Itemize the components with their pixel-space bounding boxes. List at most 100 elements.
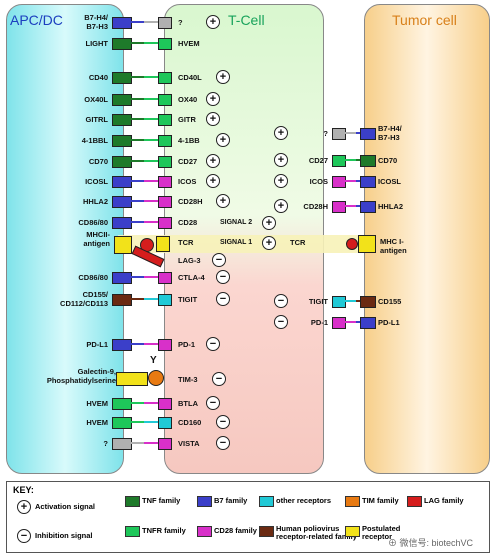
tim3-label: TIM-3 — [178, 375, 198, 384]
apc-ligand-mark — [112, 339, 132, 351]
apc-ligand-mark — [112, 17, 132, 29]
t-receptor-mark — [158, 156, 172, 168]
key-label: other receptors — [276, 496, 332, 505]
key-title: KEY: — [13, 485, 34, 495]
t-receptor-label: TIGIT — [308, 297, 328, 306]
t-receptor-label: CD28H — [178, 197, 203, 206]
t-receptor-label: CD28 — [178, 218, 198, 227]
key-label: LAG family — [424, 496, 464, 505]
apc-ligand-mark — [112, 417, 132, 429]
t-receptor-mark — [158, 398, 172, 410]
key-swatch — [125, 526, 140, 537]
t-receptor-stem — [144, 76, 158, 78]
apc-ligand-label: CD70 — [88, 157, 108, 166]
t-receptor-label: CD27 — [308, 156, 328, 165]
apc-ligand-stem — [130, 221, 144, 223]
key-swatch — [125, 496, 140, 507]
apc-ligand-label: LIGHT — [85, 39, 109, 48]
signal2-label: SIGNAL 2 — [220, 219, 253, 226]
key-label: Postulated receptor — [362, 524, 401, 541]
apc-ligand-mark — [112, 72, 132, 84]
t-receptor-label: 4-1BB — [178, 136, 200, 145]
apc-ligand-mark — [112, 176, 132, 188]
t-receptor-stem — [344, 132, 356, 134]
apc-ligand-label: OX40L — [84, 95, 108, 104]
mhcii-mark — [114, 236, 132, 254]
tcr-left-mark — [156, 236, 170, 252]
apc-ligand-stem — [130, 118, 144, 120]
apc-ligand-stem — [130, 276, 144, 278]
t-receptor-stem — [144, 180, 158, 182]
key-label: TIM family — [362, 496, 399, 505]
apc-title: APC/DC — [10, 12, 63, 28]
apc-ligand-label: B7-H4/ B7-H3 — [84, 13, 108, 31]
key-swatch — [345, 496, 360, 507]
apc-ligand-label: CD155/ CD112/CD113 — [60, 290, 108, 308]
t-receptor-label: GITR — [178, 115, 196, 124]
t-receptor-stem — [144, 276, 158, 278]
tumor-ligand-label: PD-L1 — [378, 318, 400, 327]
tumor-ligand-label: HHLA2 — [378, 202, 404, 211]
mhci-mark — [358, 235, 376, 253]
t-receptor-label: BTLA — [178, 399, 198, 408]
apc-ligand-label: HHLA2 — [82, 197, 108, 206]
t-receptor-label: VISTA — [178, 439, 200, 448]
apc-dc-panel — [6, 4, 124, 474]
apc-ligand-stem — [130, 402, 144, 404]
t-receptor-label: ? — [323, 129, 328, 138]
t-receptor-stem — [344, 159, 356, 161]
inhibition-sign: − — [216, 270, 230, 284]
t-receptor-stem — [144, 42, 158, 44]
activation-sign: + — [274, 153, 288, 167]
activation-sign: + — [216, 70, 230, 84]
apc-ligand-mark — [112, 196, 132, 208]
tumor-ligand-mark — [360, 128, 376, 140]
t-receptor-mark — [158, 72, 172, 84]
apc-ligand-label: 4-1BBL — [81, 136, 108, 145]
tcr-left-label: TCR — [178, 238, 194, 247]
apc-ligand-stem — [130, 343, 144, 345]
activation-sign: + — [206, 15, 220, 29]
apc-ligand-mark — [112, 438, 132, 450]
tcell-title: T-Cell — [228, 12, 265, 28]
activation-sign: + — [216, 133, 230, 147]
inhibition-sign: − — [206, 396, 220, 410]
apc-ligand-mark — [112, 38, 132, 50]
t-receptor-stem — [144, 343, 158, 345]
tumor-ligand-mark — [360, 317, 376, 329]
t-receptor-mark — [158, 196, 172, 208]
t-receptor-stem — [144, 402, 158, 404]
apc-ligand-label: GITRL — [85, 115, 109, 124]
lag3-label: LAG-3 — [178, 256, 201, 265]
t-receptor-stem — [344, 205, 356, 207]
tim3-mark — [148, 370, 164, 386]
signal1-band — [118, 235, 368, 253]
tumor-ligand-mark — [360, 155, 376, 167]
t-receptor-label: CD160 — [178, 418, 202, 427]
t-receptor-stem — [144, 139, 158, 141]
apc-ligand-label: CD86/80 — [78, 273, 108, 282]
tcr-right-label: TCR — [290, 238, 306, 247]
inhibition-sign: − — [212, 372, 226, 386]
t-receptor-stem — [144, 298, 158, 300]
apc-ligand-label: PD-L1 — [86, 340, 108, 349]
apc-ligand-stem — [130, 442, 144, 444]
t-receptor-mark — [158, 38, 172, 50]
t-receptor-stem — [144, 421, 158, 423]
t-receptor-label: ICOS — [178, 177, 197, 186]
key-swatch — [197, 526, 212, 537]
t-receptor-mark — [158, 294, 172, 306]
signal1-label: SIGNAL 1 — [220, 239, 253, 246]
inhibition-sign: − — [274, 294, 288, 308]
t-receptor-stem — [144, 200, 158, 202]
t-receptor-mark — [332, 201, 346, 213]
t-receptor-stem — [144, 98, 158, 100]
apc-ligand-mark — [112, 272, 132, 284]
key-swatch — [197, 496, 212, 507]
activation-sign: + — [216, 194, 230, 208]
apc-ligand-stem — [130, 139, 144, 141]
apc-ligand-mark — [112, 135, 132, 147]
activation-sign: + — [206, 174, 220, 188]
inhibition-sign: − — [274, 315, 288, 329]
apc-ligand-stem — [130, 98, 144, 100]
